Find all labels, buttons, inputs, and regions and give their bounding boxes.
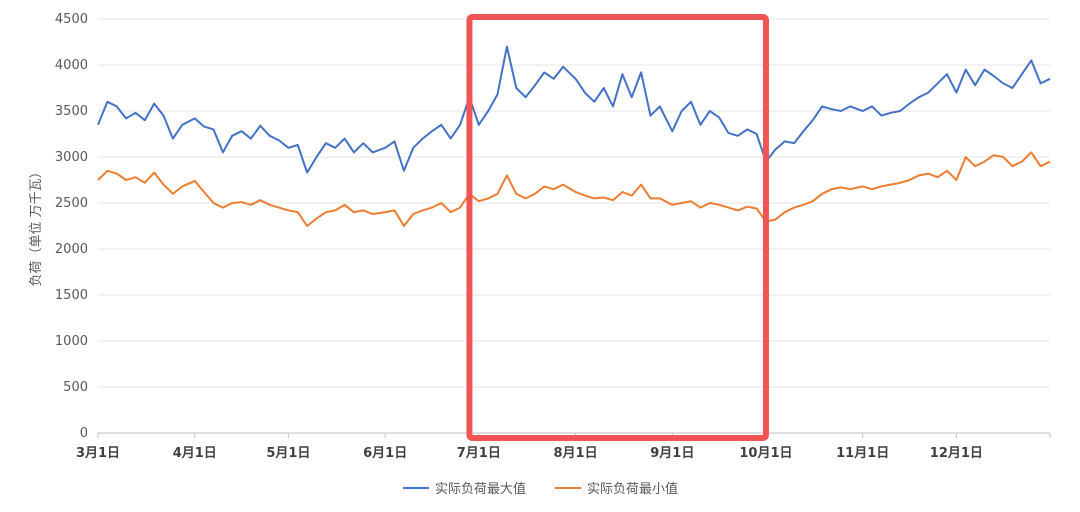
y-axis-ticks: 0 500 1000 1500 2000 2500 3000 3500 4000 4500 (55, 12, 88, 441)
x-axis: 3月1日 4月1日 5月1日 6月1日 7月1日 8月1日 9月1日 10月1日 11月1日 12… (76, 432, 1051, 461)
x-tick-label: 3月1日 (76, 446, 120, 461)
y-tick-label: 4000 (55, 58, 88, 73)
y-tick-label: 2000 (55, 242, 88, 257)
legend: 实际负荷最大值 实际负荷最小值 (403, 481, 678, 497)
x-tick-label: 7月1日 (457, 446, 501, 461)
legend-label-1: 实际负荷最小值 (587, 481, 678, 497)
y-tick-label: 2500 (55, 196, 88, 211)
series-line-1 (97, 151, 1051, 227)
highlight-box (466, 14, 769, 441)
y-tick-label: 0 (80, 426, 88, 441)
x-tick-label: 11月1日 (836, 446, 889, 461)
series-line-0 (97, 45, 1051, 174)
y-tick-label: 500 (63, 380, 88, 395)
x-tick-label: 12月1日 (930, 446, 983, 461)
x-tick-label: 8月1日 (554, 446, 598, 461)
x-tick-label: 4月1日 (173, 446, 217, 461)
legend-label-0: 实际负荷最大值 (435, 481, 526, 497)
x-tick-label: 6月1日 (363, 446, 407, 461)
x-tick-label: 5月1日 (266, 446, 310, 461)
y-tick-label: 1000 (55, 334, 88, 349)
y-axis-label: 负荷（单位 万千瓦） (29, 165, 44, 286)
y-tick-label: 4500 (55, 12, 88, 27)
x-tick-label: 10月1日 (739, 446, 792, 461)
series-lines (97, 45, 1051, 227)
y-tick-label: 3000 (55, 150, 88, 165)
x-tick-label: 9月1日 (650, 446, 694, 461)
y-tick-label: 3500 (55, 104, 88, 119)
y-tick-label: 1500 (55, 288, 88, 303)
